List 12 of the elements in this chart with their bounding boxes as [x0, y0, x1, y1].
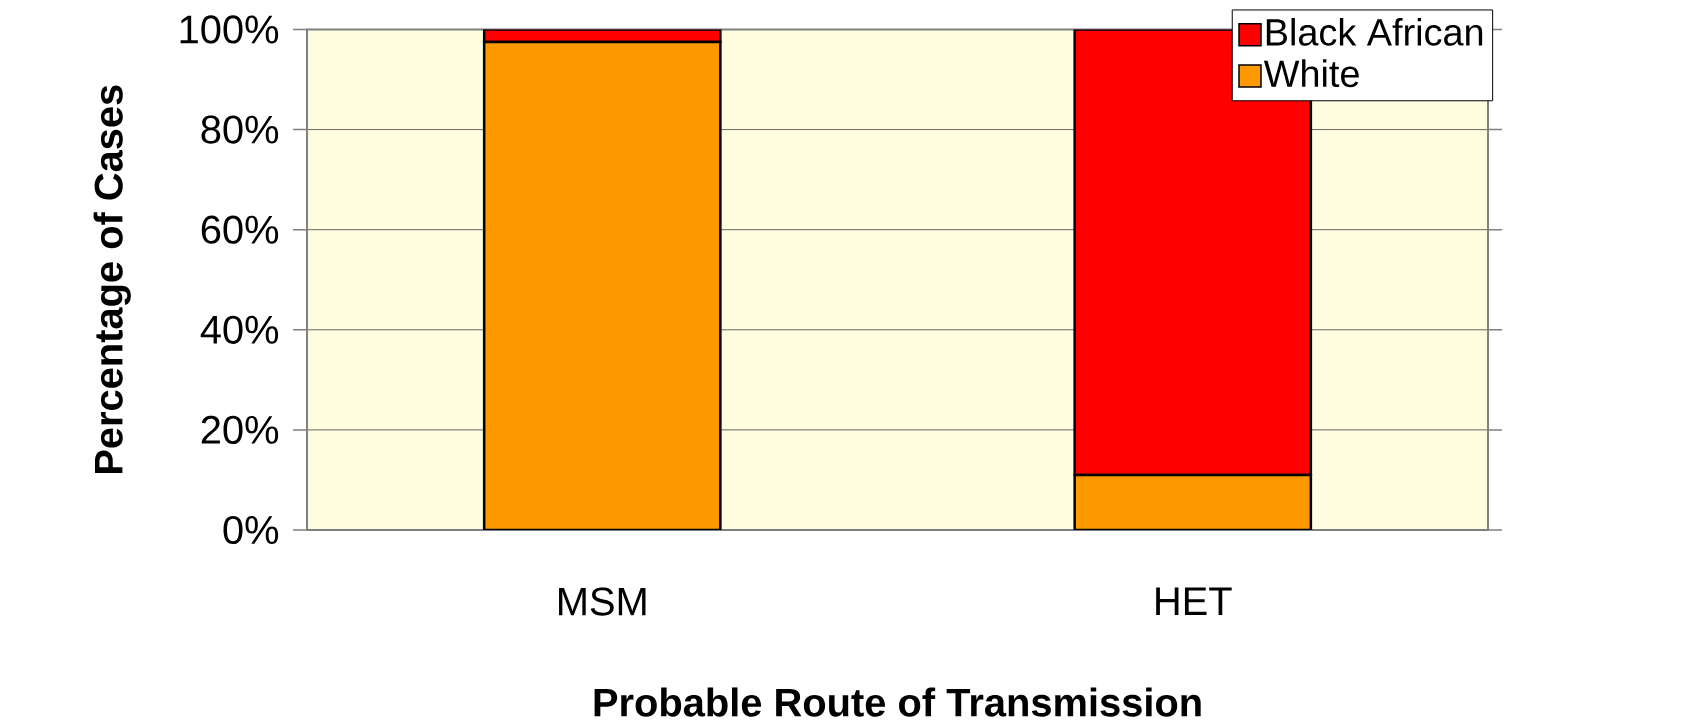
y-tick-label: 0%	[223, 515, 279, 545]
y-tick-label: 100%	[180, 15, 279, 44]
x-tick-label: MSM	[559, 587, 646, 616]
y-tick-label: 20%	[201, 415, 279, 444]
x-axis-title: Probable Route of Transmission	[594, 687, 1201, 717]
legend-label: White	[1263, 59, 1359, 88]
legend-label: Black African	[1266, 17, 1483, 46]
y-tick-label: 80%	[201, 115, 279, 144]
y-axis-title: Percentage of Cases	[93, 85, 131, 474]
y-tick-label: 40%	[200, 315, 279, 344]
y-tick-label: 60%	[201, 215, 279, 244]
x-tick-label: HET	[1156, 587, 1232, 615]
